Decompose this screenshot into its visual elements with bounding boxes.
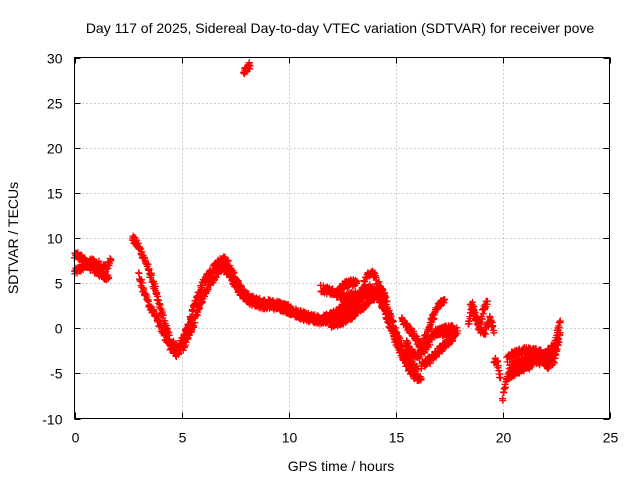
y-tick-labels: -10 -5 0 5 10 15 20 25 30 xyxy=(42,51,62,428)
y-tick-label: 25 xyxy=(47,96,63,112)
y-tick-label: -5 xyxy=(50,366,63,382)
data-points xyxy=(71,59,564,404)
x-tick-label: 15 xyxy=(389,430,405,446)
series-g20-a xyxy=(490,354,504,382)
series-late-d xyxy=(430,322,462,339)
series-main-d xyxy=(327,282,391,331)
data-point-marks xyxy=(334,276,361,299)
chart-title: Day 117 of 2025, Sidereal Day-to-day VTE… xyxy=(86,20,595,36)
data-point-marks xyxy=(505,336,562,376)
series-g20-d xyxy=(505,336,562,376)
data-point-marks xyxy=(327,282,391,331)
data-point-marks xyxy=(490,354,504,382)
data-point-marks xyxy=(398,295,449,353)
series-main-e xyxy=(334,276,361,299)
x-tick-labels: 0 5 10 15 20 25 xyxy=(72,430,619,446)
data-point-marks xyxy=(135,261,421,375)
y-tick-label: -10 xyxy=(42,412,62,428)
data-point-marks xyxy=(417,330,459,373)
x-tick-label: 25 xyxy=(603,430,619,446)
x-tick-label: 0 xyxy=(72,430,80,446)
y-tick-label: 15 xyxy=(47,186,63,202)
plot-frame xyxy=(74,57,610,419)
axis-ticks xyxy=(74,57,611,420)
y-tick-label: 10 xyxy=(47,231,63,247)
grid-lines xyxy=(74,57,610,419)
series-late-a xyxy=(398,295,449,353)
data-point-marks xyxy=(466,297,491,334)
y-tick-label: 0 xyxy=(55,321,63,337)
y-tick-label: 20 xyxy=(47,141,63,157)
y-axis-title: SDTVAR / TECUs xyxy=(5,182,21,294)
x-tick-label: 10 xyxy=(282,430,298,446)
series-g19-b xyxy=(466,297,491,334)
series-outlier xyxy=(240,59,254,78)
x-tick-label: 5 xyxy=(179,430,187,446)
data-point-marks xyxy=(240,59,254,78)
x-axis-title: GPS time / hours xyxy=(288,458,395,474)
y-tick-label: 5 xyxy=(55,276,63,292)
series-main-b xyxy=(135,261,421,375)
data-point-marks xyxy=(430,322,462,339)
y-tick-label: 30 xyxy=(47,51,63,67)
x-tick-label: 20 xyxy=(496,430,512,446)
series-late-c xyxy=(417,330,459,373)
